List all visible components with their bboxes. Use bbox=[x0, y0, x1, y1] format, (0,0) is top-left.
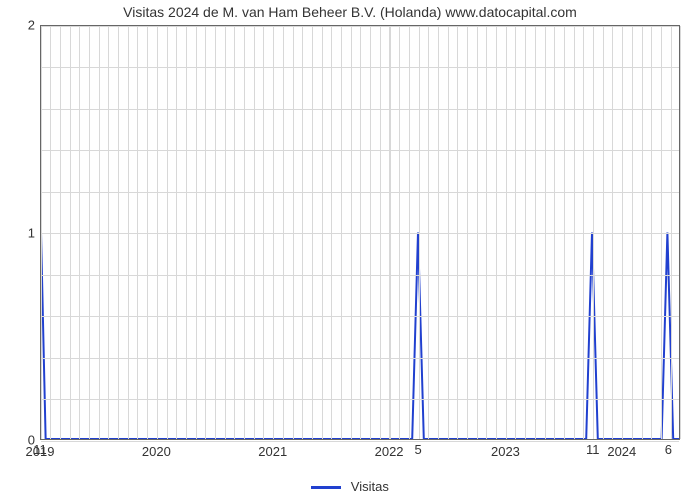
gridline-vertical bbox=[642, 26, 643, 439]
gridline-vertical bbox=[399, 26, 400, 439]
gridline-vertical bbox=[351, 26, 352, 439]
gridline-vertical bbox=[583, 26, 584, 439]
gridline-vertical bbox=[564, 26, 565, 439]
gridline-vertical bbox=[370, 26, 371, 439]
gridline-vertical bbox=[593, 26, 594, 439]
gridline-vertical bbox=[293, 26, 294, 439]
gridline-vertical bbox=[60, 26, 61, 439]
gridline-vertical bbox=[186, 26, 187, 439]
gridline-vertical bbox=[661, 26, 662, 439]
gridline-vertical bbox=[457, 26, 458, 439]
gridline-vertical bbox=[419, 26, 420, 439]
gridline-vertical bbox=[651, 26, 652, 439]
gridline-vertical bbox=[680, 26, 681, 439]
gridline-vertical bbox=[147, 26, 148, 439]
gridline-vertical bbox=[302, 26, 303, 439]
gridline-vertical bbox=[322, 26, 323, 439]
gridline-vertical bbox=[283, 26, 284, 439]
gridline-vertical bbox=[50, 26, 51, 439]
gridline-vertical bbox=[157, 26, 158, 439]
gridline-vertical bbox=[118, 26, 119, 439]
gridline-vertical bbox=[176, 26, 177, 439]
gridline-vertical bbox=[496, 26, 497, 439]
gridline-vertical bbox=[99, 26, 100, 439]
x-tick-label: 2020 bbox=[142, 444, 171, 459]
legend: Visitas bbox=[0, 479, 700, 494]
gridline-vertical bbox=[215, 26, 216, 439]
gridline-vertical bbox=[331, 26, 332, 439]
point-label: 5 bbox=[415, 442, 422, 457]
gridline-horizontal bbox=[41, 441, 679, 442]
gridline-vertical bbox=[128, 26, 129, 439]
x-tick-label: 2023 bbox=[491, 444, 520, 459]
gridline-vertical bbox=[535, 26, 536, 439]
chart-container: Visitas 2024 de M. van Ham Beheer B.V. (… bbox=[0, 0, 700, 500]
x-tick-label: 2021 bbox=[258, 444, 287, 459]
gridline-vertical bbox=[312, 26, 313, 439]
gridline-vertical bbox=[41, 26, 42, 439]
gridline-vertical bbox=[515, 26, 516, 439]
gridline-vertical bbox=[506, 26, 507, 439]
gridline-vertical bbox=[273, 26, 274, 439]
gridline-vertical bbox=[254, 26, 255, 439]
gridline-vertical bbox=[70, 26, 71, 439]
gridline-vertical bbox=[477, 26, 478, 439]
gridline-vertical bbox=[234, 26, 235, 439]
gridline-vertical bbox=[244, 26, 245, 439]
gridline-vertical bbox=[108, 26, 109, 439]
y-tick-label: 1 bbox=[28, 225, 35, 240]
gridline-vertical bbox=[196, 26, 197, 439]
gridline-vertical bbox=[225, 26, 226, 439]
legend-swatch bbox=[311, 486, 341, 489]
legend-label: Visitas bbox=[351, 479, 389, 494]
gridline-vertical bbox=[205, 26, 206, 439]
point-label: 11 bbox=[33, 442, 47, 457]
gridline-vertical bbox=[89, 26, 90, 439]
gridline-vertical bbox=[380, 26, 381, 439]
gridline-vertical bbox=[137, 26, 138, 439]
point-label: 6 bbox=[665, 442, 672, 457]
gridline-vertical bbox=[603, 26, 604, 439]
gridline-vertical bbox=[574, 26, 575, 439]
gridline-vertical bbox=[467, 26, 468, 439]
gridline-vertical bbox=[79, 26, 80, 439]
y-tick-label: 2 bbox=[28, 18, 35, 33]
plot-area bbox=[40, 25, 680, 440]
gridline-vertical bbox=[390, 26, 391, 439]
gridline-vertical bbox=[622, 26, 623, 439]
gridline-vertical bbox=[612, 26, 613, 439]
gridline-vertical bbox=[263, 26, 264, 439]
x-tick-label: 2022 bbox=[375, 444, 404, 459]
gridline-vertical bbox=[409, 26, 410, 439]
gridline-vertical bbox=[554, 26, 555, 439]
gridline-vertical bbox=[438, 26, 439, 439]
gridline-vertical bbox=[632, 26, 633, 439]
gridline-vertical bbox=[360, 26, 361, 439]
gridline-vertical bbox=[525, 26, 526, 439]
gridline-vertical bbox=[671, 26, 672, 439]
gridline-vertical bbox=[448, 26, 449, 439]
gridline-vertical bbox=[486, 26, 487, 439]
gridline-vertical bbox=[428, 26, 429, 439]
point-label: 11 bbox=[586, 442, 600, 457]
gridline-vertical bbox=[341, 26, 342, 439]
x-tick-label: 2024 bbox=[607, 444, 636, 459]
gridline-vertical bbox=[545, 26, 546, 439]
gridline-vertical bbox=[167, 26, 168, 439]
chart-title: Visitas 2024 de M. van Ham Beheer B.V. (… bbox=[0, 4, 700, 20]
